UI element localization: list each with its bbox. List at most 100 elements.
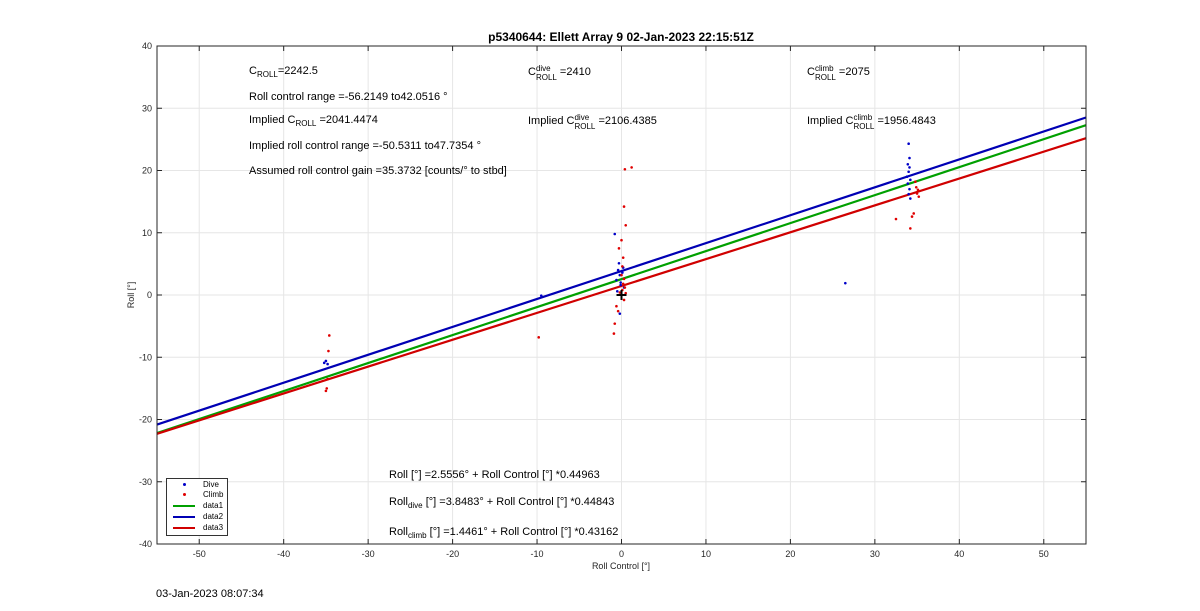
implied-roll-control-range: Implied roll control range =-50.5311 to4…: [249, 140, 481, 152]
legend-item-data1: data1: [167, 501, 227, 511]
dive-point: [617, 261, 621, 265]
legend-item-dive: Dive: [167, 480, 227, 490]
fit-equation-climb: Rollclimb [°] =1.4461° + Roll Control [°…: [389, 526, 619, 541]
dive-point: [324, 359, 328, 363]
legend-label-data1: data1: [203, 501, 224, 510]
roll-control-range: Roll control range =-56.2149 to42.0516 °: [249, 91, 448, 103]
dive-point: [539, 294, 543, 297]
y-tick-label: -40: [139, 539, 152, 549]
climb-point: [325, 387, 329, 390]
legend-item-climb: Climb: [167, 490, 227, 500]
dive-point: [621, 271, 624, 274]
climb-point: [624, 223, 628, 227]
climb-point: [623, 286, 627, 289]
dive-point: [619, 281, 622, 284]
y-tick-label: -10: [139, 352, 152, 362]
dive-point: [907, 142, 910, 146]
dive-point: [613, 232, 617, 236]
dive-point: [615, 278, 618, 282]
climb-point: [621, 282, 625, 286]
y-tick-label: 10: [142, 228, 152, 238]
climb-point: [327, 334, 331, 337]
climb-point: [914, 180, 917, 184]
x-tick-label: 30: [870, 549, 880, 559]
climb-point: [624, 291, 628, 295]
legend-item-data2: data2: [167, 512, 227, 522]
climb-point: [622, 205, 626, 208]
dive-point: [906, 162, 910, 166]
climb-point: [914, 186, 918, 189]
y-tick-label: 30: [142, 103, 152, 113]
climb-point: [621, 265, 624, 268]
legend-label-data3: data3: [203, 523, 224, 532]
climb-point: [630, 166, 633, 169]
dive-point: [844, 281, 847, 285]
climb-point: [618, 291, 622, 294]
y-tick-label: 20: [142, 166, 152, 176]
dive-point: [618, 312, 622, 315]
legend-label-data2: data2: [203, 512, 224, 521]
x-tick-label: -40: [277, 549, 290, 559]
x-tick-label: -10: [531, 549, 544, 559]
climb-point: [537, 336, 541, 339]
x-tick-label: -50: [193, 549, 206, 559]
dive-point: [907, 192, 910, 196]
fit-equation-dive: Rolldive [°] =3.8483° + Roll Control [°]…: [389, 496, 615, 511]
y-tick-label: 40: [142, 41, 152, 51]
y-axis-label: Roll [°]: [126, 282, 136, 309]
climb-point: [326, 377, 329, 381]
axes: -50 -40 -30 -20 -10 0 10 20 30 40 50 -40 -30 -20 -10 0 1…: [139, 41, 1087, 559]
climb-point: [612, 332, 616, 335]
climb-point: [616, 309, 620, 313]
fit-equation-all: Roll [°] =2.5556° + Roll Control [°] *0.…: [389, 469, 600, 481]
legend-label-dive: Dive: [203, 480, 220, 489]
climb-point: [324, 389, 328, 393]
implied-c-roll: Implied CROLL =2041.4474: [249, 114, 378, 129]
x-tick-label: 0: [619, 549, 624, 559]
series-layer: [156, 116, 1087, 435]
dive-point: [906, 182, 910, 185]
legend-item-data3: data3: [167, 523, 227, 533]
dive-point: [616, 268, 620, 272]
dive-point: [615, 289, 619, 293]
climb-point: [623, 167, 627, 171]
climb-point: [621, 256, 625, 259]
fit-line-data1: [156, 124, 1087, 435]
c-roll-annotation: CROLL=2242.5: [249, 65, 318, 80]
x-axis-label: Roll Control [°]: [592, 561, 650, 571]
climb-point: [620, 273, 623, 277]
dive-point: [322, 361, 326, 365]
dive-point: [619, 283, 622, 287]
assumed-roll-control-gain: Assumed roll control gain =35.3732 [coun…: [249, 165, 507, 177]
legend: Dive Climb data1 data2 data3: [166, 478, 228, 536]
axes-box: [156, 45, 1087, 545]
climb-point: [912, 212, 916, 215]
y-tick-label: -30: [139, 477, 152, 487]
chart-title: p5340644: Ellett Array 9 02-Jan-2023 22:…: [488, 30, 754, 44]
climb-point: [917, 195, 921, 198]
climb-point: [613, 322, 617, 325]
dive-point: [326, 362, 329, 366]
dive-point: [905, 175, 909, 179]
dive-point: [907, 170, 910, 174]
x-tick-label: 20: [785, 549, 795, 559]
y-tick-label: 0: [147, 290, 152, 300]
climb-point: [615, 304, 618, 308]
x-tick-label: 10: [701, 549, 711, 559]
climb-point: [909, 227, 912, 230]
legend-line-data3: [173, 527, 195, 529]
climb-point: [894, 217, 898, 221]
dive-point: [908, 166, 911, 169]
climb-point: [915, 192, 919, 195]
dive-point: [909, 178, 912, 182]
legend-line-data1: [173, 505, 195, 507]
x-tick-label: -20: [446, 549, 459, 559]
legend-marker-dive: [183, 483, 186, 486]
climb-point: [622, 277, 626, 281]
x-tick-label: 50: [1039, 549, 1049, 559]
dive-point: [909, 197, 912, 200]
